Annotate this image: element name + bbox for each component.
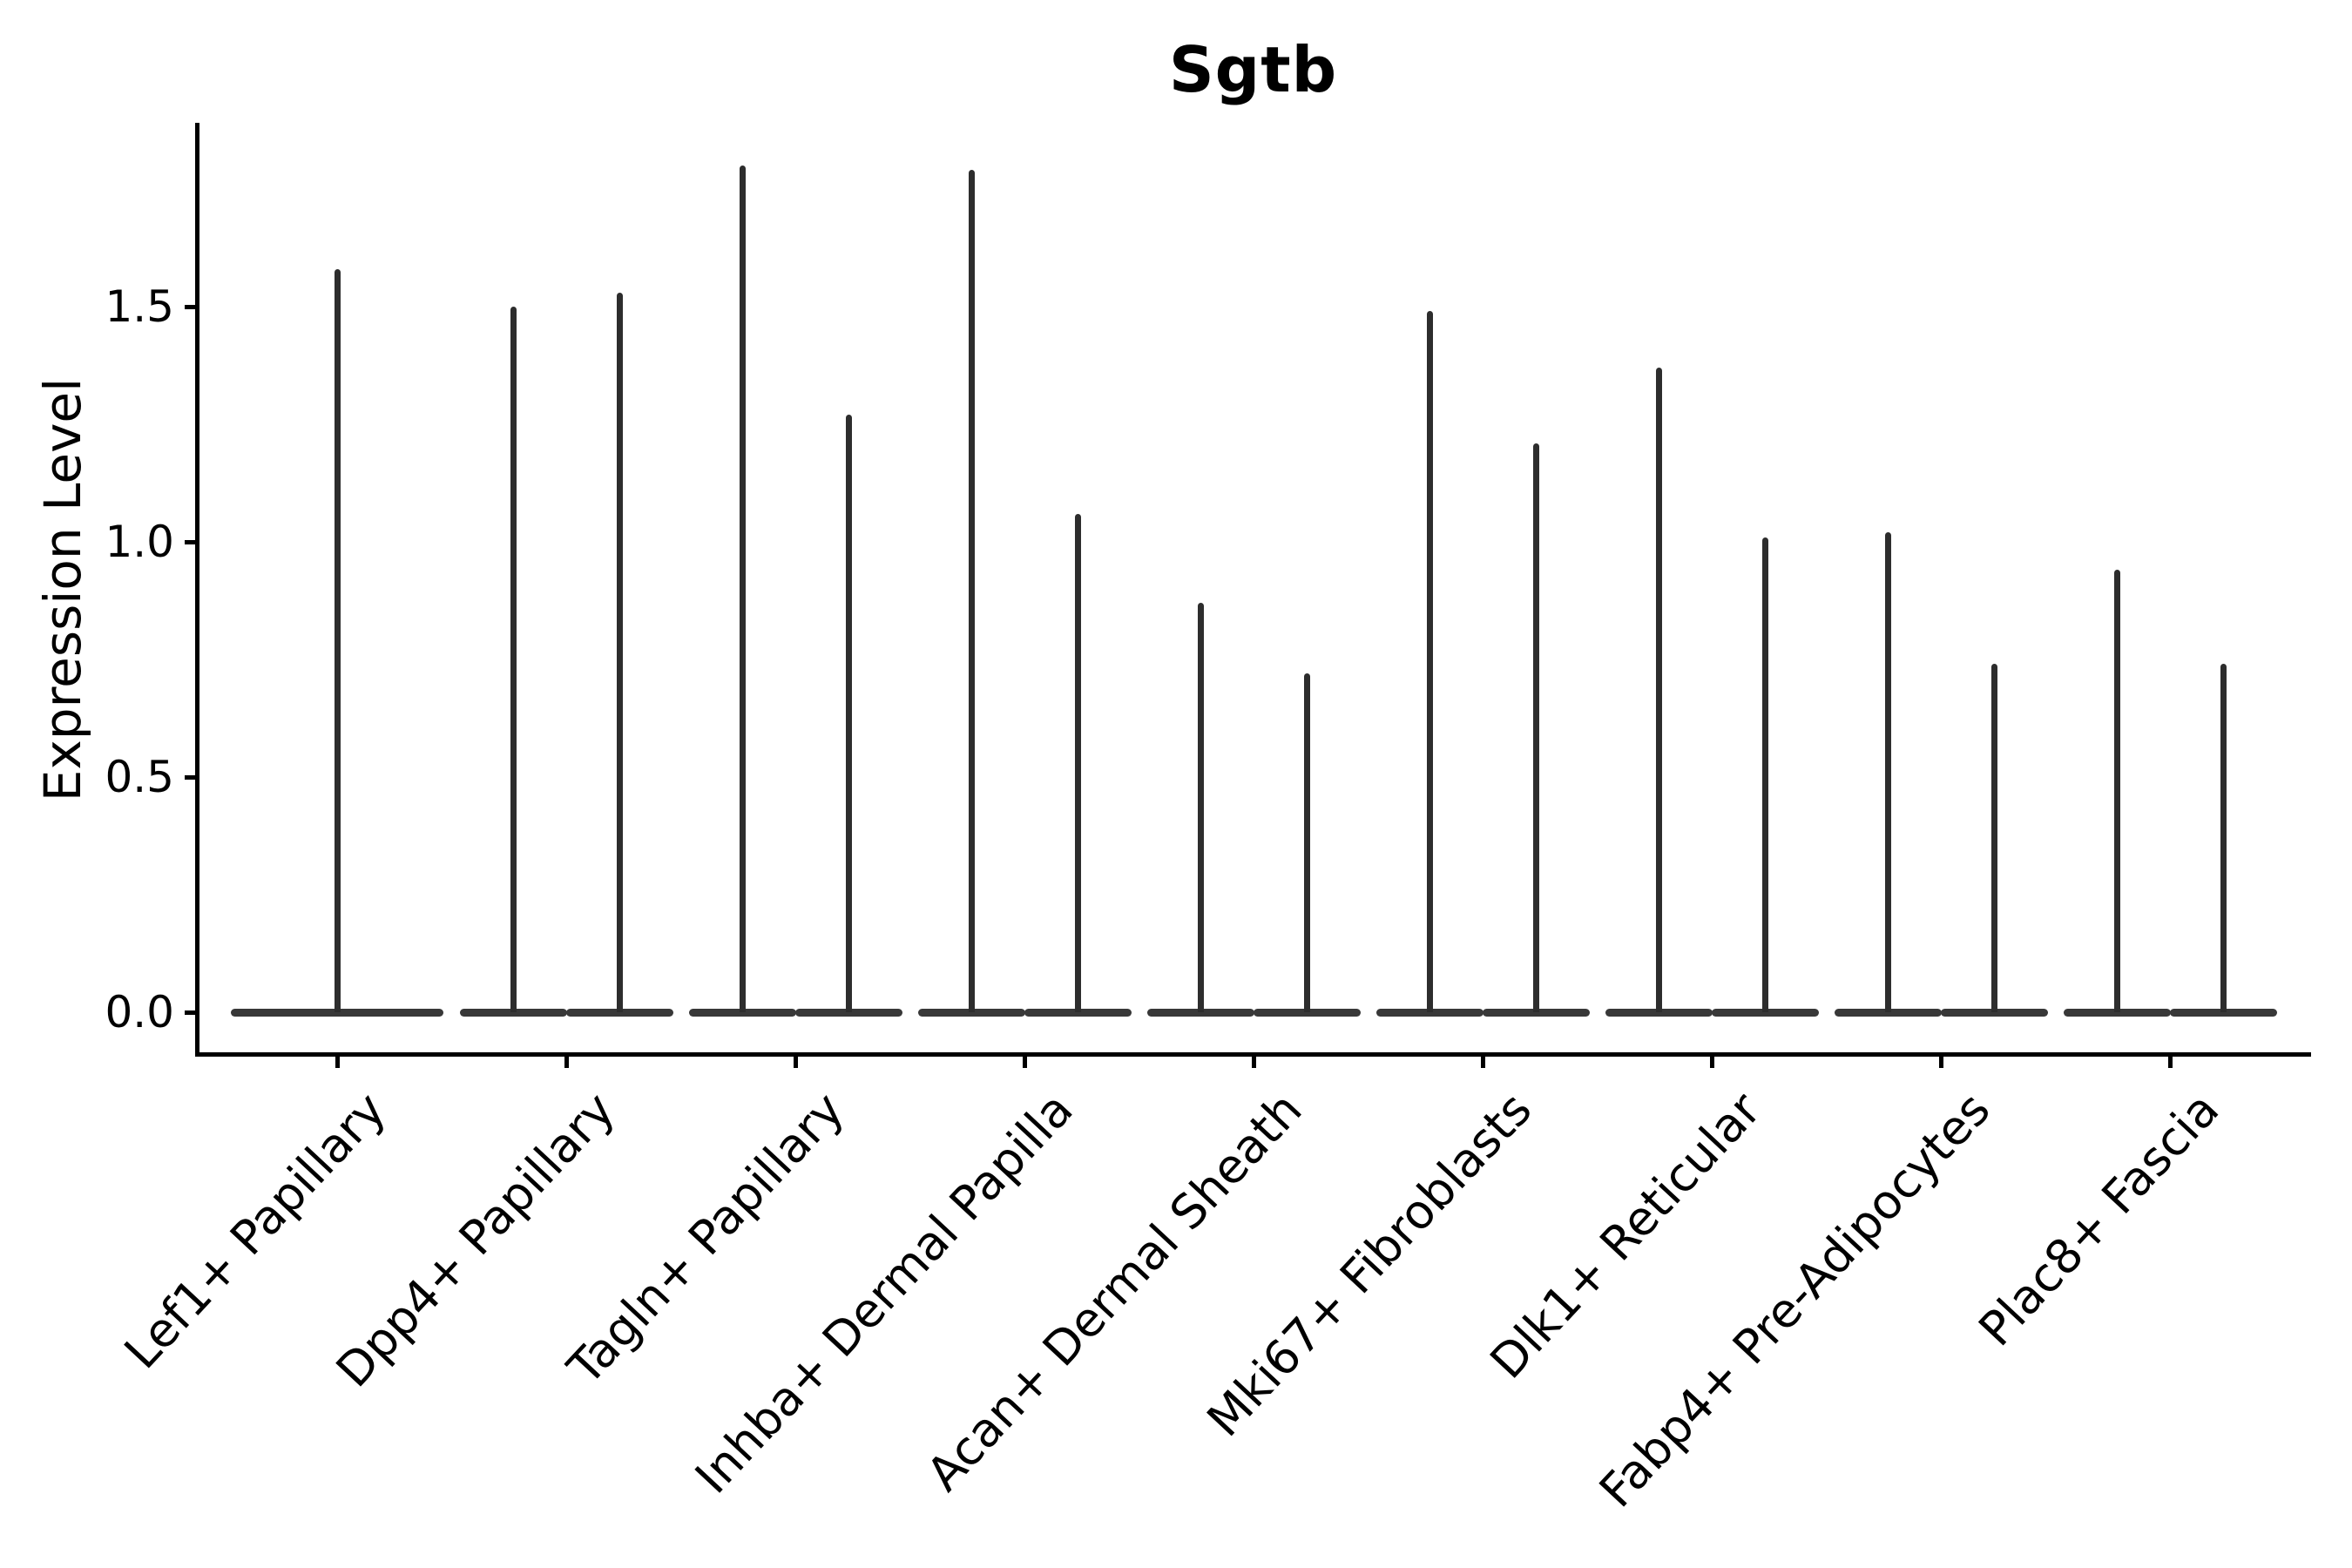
violin-base	[1940, 1008, 2048, 1017]
y-tick	[185, 1010, 196, 1015]
x-axis-spine	[195, 1052, 2311, 1057]
y-tick	[185, 774, 196, 780]
x-tick	[1938, 1055, 1943, 1068]
x-tick	[1022, 1055, 1027, 1068]
x-tick	[1709, 1055, 1714, 1068]
violin-base	[231, 1008, 443, 1017]
y-tick	[185, 539, 196, 544]
x-tick	[335, 1055, 340, 1068]
x-tick	[793, 1055, 798, 1068]
violin-spike	[845, 415, 852, 1012]
violin-base	[1834, 1008, 1942, 1017]
y-tick-label: 0.5	[105, 752, 174, 802]
violin-base	[1605, 1008, 1713, 1017]
violin-spike	[968, 170, 975, 1012]
x-tick-label: Inhba+ Dermal Papilla	[685, 1082, 1085, 1504]
x-tick	[564, 1055, 569, 1068]
violin-spike	[1532, 443, 1539, 1012]
violin-base	[1024, 1008, 1132, 1017]
violin-base	[794, 1008, 902, 1017]
violin-spike	[739, 166, 746, 1012]
violin-spike	[1197, 603, 1204, 1012]
violin-base	[565, 1008, 673, 1017]
violin-base	[1711, 1008, 1819, 1017]
violin-spike	[1303, 673, 1310, 1012]
violin-base	[1146, 1008, 1254, 1017]
x-tick	[1480, 1055, 1485, 1068]
y-tick-label: 1.5	[105, 281, 174, 332]
x-tick-label: Fabp4+ Pre-Adipocytes	[1588, 1082, 2001, 1518]
violin-spike	[1884, 532, 1891, 1012]
violin-spike	[334, 268, 341, 1012]
violin-base	[459, 1008, 567, 1017]
violin-spike	[510, 307, 517, 1012]
y-axis-label: Expression Level	[33, 377, 92, 802]
violin-base	[1375, 1008, 1484, 1017]
violin-spike	[2113, 570, 2120, 1012]
violin-spike	[1074, 513, 1081, 1012]
violin-spike	[616, 292, 623, 1012]
violin-spike	[2220, 664, 2227, 1012]
violin-spike	[1655, 368, 1662, 1012]
violin-base	[917, 1008, 1025, 1017]
x-tick-label: Plac8+ Fascia	[1968, 1082, 2230, 1357]
violin-spike	[1426, 311, 1433, 1012]
violin-spike	[1761, 537, 1768, 1012]
y-tick-label: 0.0	[105, 987, 174, 1037]
x-tick	[1251, 1055, 1256, 1068]
y-tick	[185, 304, 196, 309]
x-tick-label: Acan+ Dermal Sheath	[916, 1082, 1314, 1502]
y-axis-spine	[195, 123, 199, 1057]
violin-base	[688, 1008, 796, 1017]
violin-base	[2169, 1008, 2277, 1017]
violin-base	[1253, 1008, 1361, 1017]
x-tick	[2167, 1055, 2173, 1068]
violin-base	[2063, 1008, 2171, 1017]
violin-spike	[1990, 664, 1997, 1012]
y-tick-label: 1.0	[105, 517, 174, 567]
violin-base	[1482, 1008, 1590, 1017]
chart-title: Sgtb	[1168, 33, 1338, 106]
